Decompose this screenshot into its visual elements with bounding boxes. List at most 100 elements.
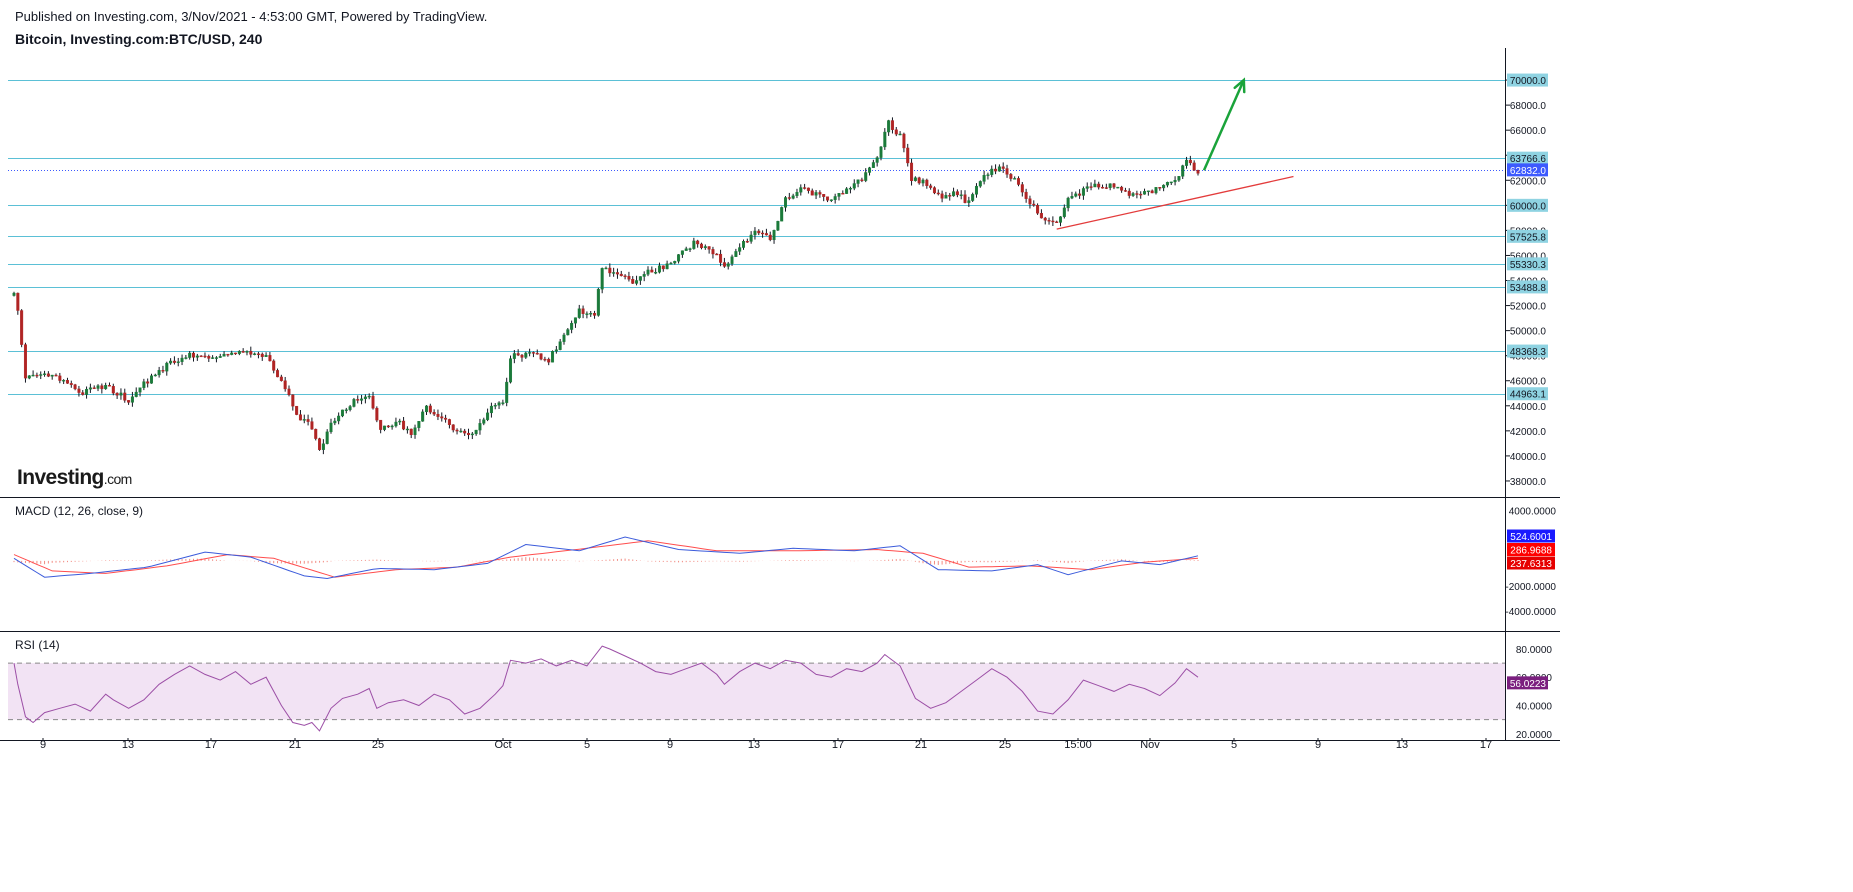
candle-up [134,391,138,397]
rsi-pane [8,645,1505,732]
candle-down [1078,193,1082,196]
candle-up [673,261,677,264]
candle-up [570,322,574,330]
candle-down [818,192,822,195]
macd-pane [13,536,1199,580]
candle-up [352,399,356,407]
candle-down [100,385,104,390]
candle-up [1181,165,1185,177]
candle-up [566,329,570,336]
candle-up [864,172,868,181]
candle-down [619,273,623,277]
candle-up [1081,188,1085,196]
candle-down [161,370,165,372]
candle-down [1104,187,1108,189]
candle-up [551,351,555,363]
candle-up [589,313,593,315]
price-tick-label: 38000.0 [1510,477,1547,488]
candle-up [554,349,558,352]
candle-down [929,185,933,188]
candle-up [474,429,478,435]
candle-down [432,412,436,415]
candle-down [402,420,406,430]
current-price-label: 62832.0 [1510,166,1547,177]
candle-down [386,425,390,428]
candle-down [451,424,455,431]
candle-down [520,354,524,358]
candle-down [379,419,383,430]
candle-down [291,394,295,407]
candle-up [184,357,188,359]
candle-up [833,196,837,200]
candle-up [302,419,306,421]
candle-up [497,402,501,406]
candle-down [172,360,176,363]
candle-up [871,162,875,168]
candle-up [169,360,173,364]
candle-up [524,352,528,358]
candle-up [509,358,513,383]
candle-up [887,120,891,133]
time-tick-label: Nov [1140,739,1160,751]
candle-down [1047,220,1051,222]
candle-up [222,353,226,357]
candle-down [1028,198,1032,205]
candle-up [677,254,681,262]
candle-down [803,187,807,189]
macd-value-tag [1507,529,1555,543]
candle-down [1097,183,1101,188]
time-tick-label: Oct [494,739,511,751]
candle-up [1165,181,1169,186]
candle-up [974,185,978,195]
signal-value-tag [1507,543,1555,556]
candle-down [768,234,772,241]
candle-down [539,353,543,360]
macd-tick-label: -2000.0000 [1505,582,1556,593]
candle-down [699,243,703,249]
candle-down [226,353,230,356]
candle-up [195,355,199,358]
candle-up [791,195,795,199]
candle-down [207,356,211,359]
candle-down [826,196,830,201]
candle-down [199,355,203,358]
candle-up [130,396,134,403]
candle-down [906,147,910,164]
candle-up [829,199,833,201]
candle-down [1001,166,1005,169]
candle-up [12,292,16,296]
candle-up [1185,159,1189,166]
candle-down [46,373,50,377]
candle-up [165,362,169,372]
candle-up [780,207,784,222]
candle-up [153,374,157,377]
candle-up [638,276,642,281]
candle-down [627,275,631,280]
time-tick-label: 17 [832,739,844,751]
candle-up [486,412,490,420]
candle-down [608,267,612,274]
candle-down [1123,190,1127,192]
candle-down [719,253,723,263]
candle-up [959,194,963,196]
candle-up [978,181,982,187]
candle-up [784,197,788,208]
candle-down [1055,221,1059,224]
candle-up [971,194,975,201]
candle-up [657,265,661,273]
candle-down [955,191,959,196]
rsi-pane-label: RSI (14) [15,638,60,652]
candle-down [948,195,952,197]
candle-down [111,386,115,394]
candle-up [730,256,734,264]
symbol-title: Bitcoin, Investing.com:BTC/USD, 240 [15,31,263,47]
candle-up [505,381,509,403]
candle-down [1024,191,1028,199]
level-price-tag [1507,257,1548,271]
candle-down [1043,217,1047,221]
price-axis: 38000.040000.042000.044000.046000.048000… [1505,73,1556,741]
candle-up [405,428,409,431]
published-caption: Published on Investing.com, 3/Nov/2021 -… [15,9,488,24]
candle-down [77,388,81,393]
